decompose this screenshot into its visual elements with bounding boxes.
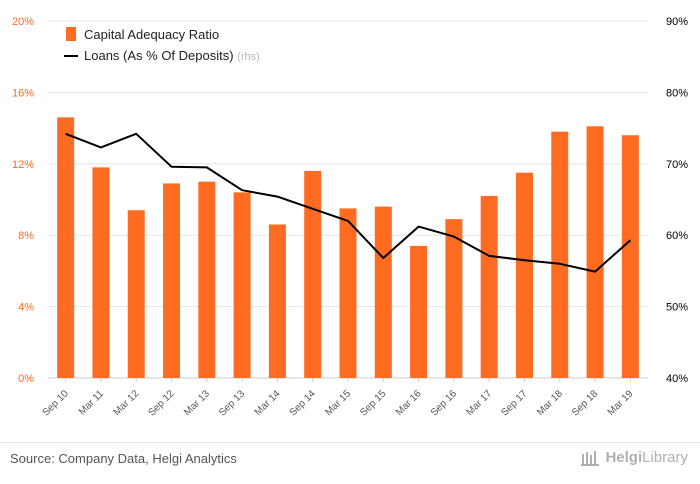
bar — [374, 206, 392, 378]
left-tick-label: 20% — [12, 16, 34, 28]
x-tick-label: Mar 15 — [323, 388, 353, 418]
bar — [586, 126, 604, 378]
bar — [163, 183, 181, 378]
bar — [198, 181, 216, 378]
bar — [480, 195, 498, 378]
logo-word-1: Helgi — [605, 449, 643, 466]
logo-word-2: Library — [642, 449, 688, 466]
right-tick-label: 80% — [666, 87, 688, 99]
bar — [233, 192, 251, 378]
x-tick-label: Sep 12 — [146, 388, 176, 418]
x-tick-label: Mar 17 — [465, 388, 495, 418]
x-tick-label: Mar 11 — [77, 388, 107, 418]
loans-line — [65, 132, 632, 273]
right-axis: 40% 50% 60% 70% 80% 90% — [666, 16, 688, 385]
chart: 0% 4% 8% 12% 16% 20% 40% 50% 60% 70% 80% 90% Sep 1… — [12, 16, 688, 419]
bar — [515, 172, 533, 378]
footer: Source: Company Data, Helgi Analytics He… — [0, 442, 700, 484]
bar — [621, 135, 639, 378]
bar — [57, 117, 75, 378]
x-tick-label: Mar 18 — [535, 388, 565, 418]
left-tick-label: 16% — [12, 87, 34, 99]
library-icon — [581, 450, 600, 466]
x-tick-label: Sep 17 — [499, 388, 529, 418]
legend-label-loans: Loans (As % Of Deposits) (rhs) — [84, 48, 260, 63]
x-tick-label: Mar 16 — [394, 388, 424, 418]
bar — [445, 219, 463, 378]
right-tick-label: 60% — [666, 230, 688, 242]
left-tick-label: 12% — [12, 159, 34, 171]
legend-label-loans-name: Loans (As % Of Deposits) — [84, 48, 234, 63]
x-tick-label: Mar 14 — [253, 388, 283, 418]
x-tick-label: Sep 16 — [429, 388, 459, 418]
x-axis: Sep 10 Mar 11 Mar 12 Sep 12 Mar 13 Sep 13 Mar … — [41, 378, 636, 419]
x-tick-label: Sep 15 — [358, 388, 388, 418]
legend-label-loans-suffix: (rhs) — [237, 51, 260, 63]
helgi-library-logo: Helgi Library — [581, 449, 688, 466]
left-tick-label: 0% — [18, 373, 34, 385]
x-tick-label: Mar 12 — [112, 388, 142, 418]
source-text: Source: Company Data, Helgi Analytics — [10, 451, 237, 466]
bar — [339, 208, 357, 378]
bar — [304, 170, 322, 378]
bar — [127, 210, 145, 378]
right-tick-label: 90% — [666, 16, 688, 28]
right-tick-label: 50% — [666, 302, 688, 314]
legend-label-car: Capital Adequacy Ratio — [84, 27, 219, 42]
x-tick-label: Sep 10 — [41, 388, 71, 418]
x-tick-label: Mar 19 — [606, 388, 636, 418]
right-tick-label: 70% — [666, 159, 688, 171]
line-series — [65, 132, 632, 273]
bar — [92, 167, 110, 378]
bar-series — [57, 117, 639, 378]
left-axis: 0% 4% 8% 12% 16% 20% — [12, 16, 34, 385]
x-tick-label: Mar 13 — [182, 388, 212, 418]
legend: Capital Adequacy Ratio Loans (As % Of De… — [64, 27, 260, 63]
x-tick-label: Sep 14 — [288, 388, 318, 418]
x-tick-label: Sep 13 — [217, 388, 247, 418]
bar — [268, 224, 286, 378]
left-tick-label: 4% — [18, 302, 34, 314]
bar — [410, 245, 428, 378]
right-tick-label: 40% — [666, 373, 688, 385]
bar — [551, 131, 569, 378]
left-tick-label: 8% — [18, 230, 34, 242]
legend-bar-swatch — [66, 27, 76, 41]
x-tick-label: Sep 18 — [570, 388, 600, 418]
